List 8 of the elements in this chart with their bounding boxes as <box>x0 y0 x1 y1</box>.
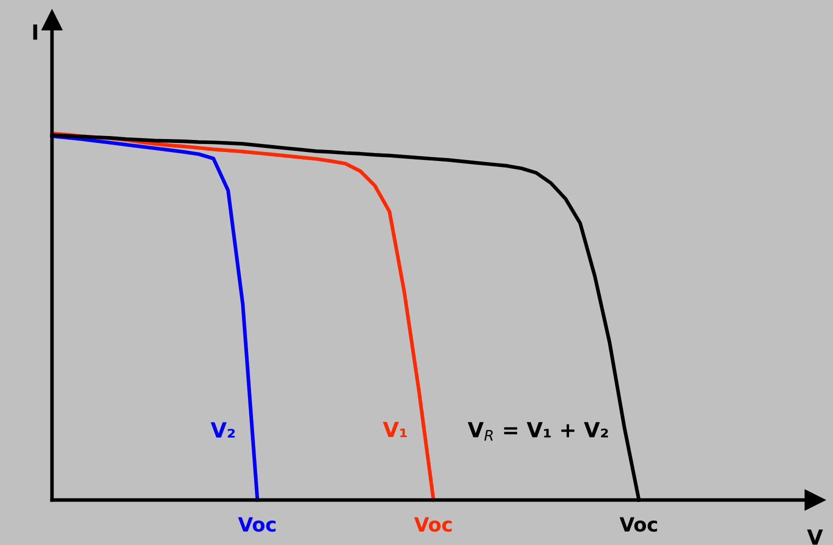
text: Voc <box>620 517 658 532</box>
y-axis-title: I <box>33 24 38 40</box>
text: Voc <box>414 517 452 532</box>
series-label: V₁ <box>382 422 407 438</box>
series-label: V$_{R}$ = V₁ + V₂ <box>468 422 608 441</box>
text: Voc <box>238 517 276 532</box>
series-label: V₂ <box>210 422 235 438</box>
x-axis-title: V <box>807 529 823 545</box>
